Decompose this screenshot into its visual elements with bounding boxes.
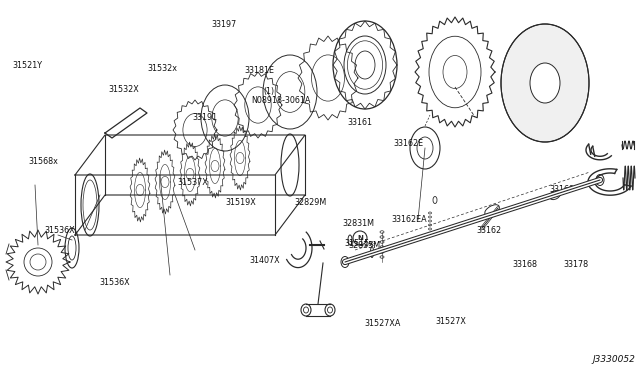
Text: 33162E: 33162E	[394, 139, 424, 148]
Text: 31536X: 31536X	[99, 278, 130, 287]
Text: 31537X: 31537X	[178, 178, 209, 187]
Text: 32831M: 32831M	[342, 219, 374, 228]
Text: N: N	[357, 235, 363, 241]
Text: 31536X: 31536X	[45, 226, 76, 235]
Text: 33178: 33178	[563, 260, 588, 269]
Text: 31515x: 31515x	[344, 239, 374, 248]
Text: 33162: 33162	[477, 226, 502, 235]
Ellipse shape	[341, 257, 349, 267]
Text: 31527XA: 31527XA	[365, 319, 401, 328]
Text: 33181E: 33181E	[244, 66, 275, 75]
Text: (1): (1)	[264, 87, 275, 96]
Text: 33169: 33169	[549, 185, 574, 194]
Ellipse shape	[81, 174, 99, 236]
Ellipse shape	[501, 24, 589, 142]
Ellipse shape	[596, 174, 604, 186]
Ellipse shape	[549, 190, 561, 200]
Text: N08918-3061A: N08918-3061A	[251, 96, 310, 105]
Circle shape	[353, 231, 367, 245]
Text: 33161: 33161	[348, 118, 372, 127]
Text: 32835M: 32835M	[349, 241, 381, 250]
Text: 33162EA: 33162EA	[392, 215, 428, 224]
Text: J3330052: J3330052	[592, 355, 635, 364]
Text: 31568x: 31568x	[29, 157, 59, 166]
Ellipse shape	[348, 235, 352, 245]
Text: 33191: 33191	[192, 113, 217, 122]
Text: 31521Y: 31521Y	[13, 61, 43, 70]
Ellipse shape	[530, 63, 560, 103]
Text: 33168: 33168	[512, 260, 537, 269]
Text: 33197: 33197	[211, 20, 236, 29]
Text: 31532X: 31532X	[109, 85, 140, 94]
Text: 31519X: 31519X	[225, 198, 256, 207]
Text: 31532x: 31532x	[147, 64, 177, 73]
Text: 31407X: 31407X	[250, 256, 280, 265]
Ellipse shape	[484, 205, 499, 215]
Text: 32829M: 32829M	[294, 198, 326, 207]
Text: 31527X: 31527X	[435, 317, 466, 326]
Ellipse shape	[371, 247, 374, 257]
